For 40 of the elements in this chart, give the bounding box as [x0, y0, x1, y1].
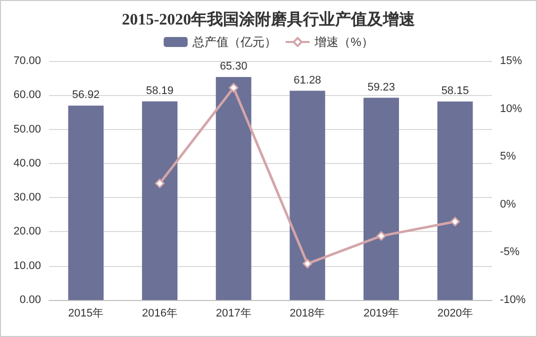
- y-tick-label: 10.00: [13, 260, 41, 272]
- x-tick-label: 2019年: [364, 308, 399, 320]
- y-tick-label: 50.00: [13, 123, 41, 136]
- data-label: 58.15: [441, 84, 469, 97]
- bar: [142, 101, 178, 300]
- point: [155, 178, 164, 188]
- y-tick-label: 0.00: [20, 294, 41, 306]
- point: [302, 258, 312, 268]
- data-label: 65.30: [220, 60, 248, 73]
- x-tick-label: 2015年: [68, 308, 104, 320]
- y2-tick-label: -10%: [500, 294, 526, 306]
- data-label: 59.23: [367, 81, 396, 94]
- point: [376, 231, 386, 241]
- y2-tick-label: 10%: [500, 102, 522, 115]
- y2-tick-label: -5%: [500, 246, 520, 258]
- legend-label: 总产值（亿元）: [192, 35, 277, 49]
- bar: [68, 106, 104, 300]
- x-tick-label: 2018年: [290, 308, 326, 320]
- chart-title: 2015-2020年我国涂附磨具行业产值及增速: [122, 10, 416, 28]
- data-label: 58.19: [146, 84, 174, 97]
- bar: [437, 101, 473, 300]
- data-label: 61.28: [294, 74, 322, 86]
- bar: [290, 90, 326, 300]
- x-tick-label: 2017年: [216, 308, 252, 320]
- y-tick-label: 20.00: [13, 226, 41, 238]
- y-tick-label: 60.00: [13, 89, 41, 102]
- x-tick-label: 2020年: [437, 308, 473, 320]
- bar: [216, 77, 252, 300]
- y-tick-label: 40.00: [13, 157, 41, 170]
- y-tick-label: 30.00: [13, 192, 41, 204]
- legend-label: 增速（%）: [314, 35, 374, 49]
- x-tick-label: 2016年: [142, 308, 178, 320]
- y-tick-label: 70.00: [13, 55, 41, 67]
- y2-tick-label: 5%: [500, 150, 516, 163]
- point: [228, 83, 238, 93]
- point: [450, 216, 460, 226]
- y2-tick-label: 0%: [500, 198, 516, 210]
- bar: [364, 98, 399, 300]
- y2-tick-label: 15%: [500, 55, 522, 67]
- data-label: 56.92: [72, 89, 100, 102]
